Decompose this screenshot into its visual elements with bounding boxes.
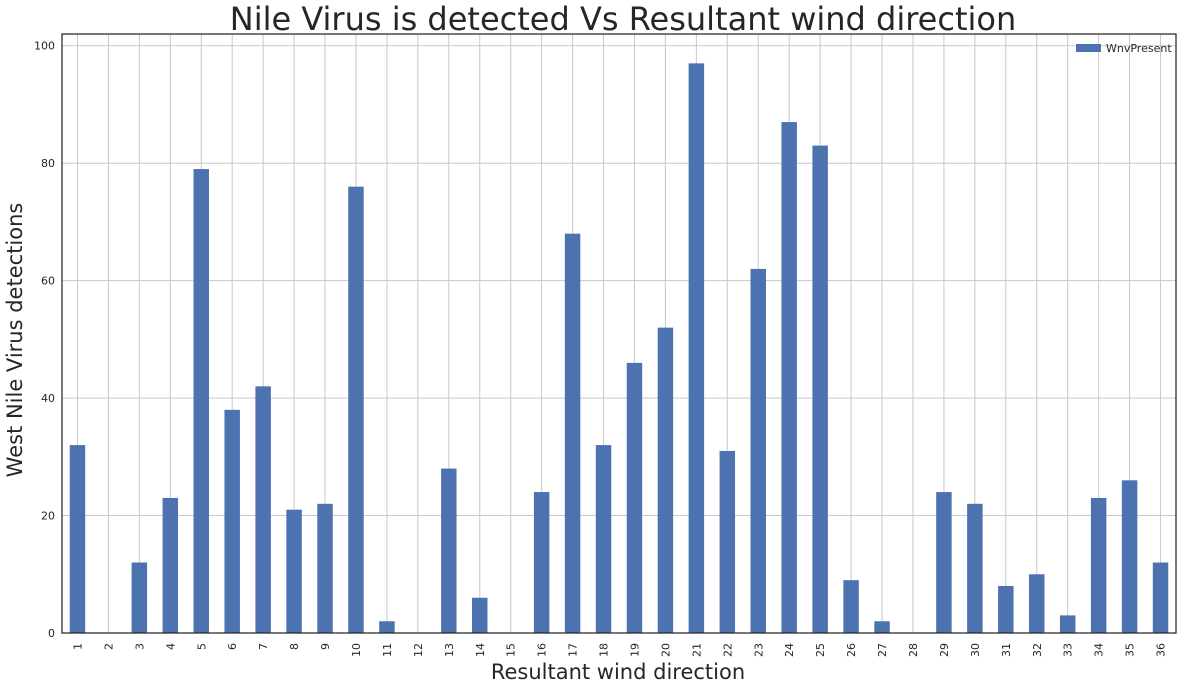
bar xyxy=(967,503,983,633)
chart-title: Nile Virus is detected Vs Resultant wind… xyxy=(230,0,1017,38)
x-tick-label: 8 xyxy=(288,643,301,650)
y-tick-label: 100 xyxy=(34,40,55,53)
bar xyxy=(441,468,457,633)
bar xyxy=(1029,574,1045,633)
x-tick-label: 14 xyxy=(474,643,487,657)
bar xyxy=(193,169,209,633)
x-tick-label: 25 xyxy=(814,643,827,657)
y-tick-label: 80 xyxy=(41,157,55,170)
x-tick-label: 19 xyxy=(628,643,641,657)
x-tick-label: 32 xyxy=(1031,643,1044,657)
x-tick-label: 31 xyxy=(1000,643,1013,657)
x-tick-label: 24 xyxy=(783,643,796,657)
bar xyxy=(719,450,736,633)
plot-frame xyxy=(61,33,1177,634)
x-tick-label: 21 xyxy=(690,643,703,657)
x-tick-label: 7 xyxy=(257,643,270,650)
x-tick-label: 11 xyxy=(381,643,394,657)
x-tick-label: 36 xyxy=(1155,643,1168,657)
x-tick-label: 3 xyxy=(133,643,146,650)
bar xyxy=(69,445,86,633)
y-axis-label: West Nile Virus detections xyxy=(3,203,27,478)
x-tick-label: 6 xyxy=(226,643,239,650)
bar xyxy=(286,509,302,633)
bar xyxy=(1059,615,1076,633)
bar xyxy=(1121,480,1138,633)
bar xyxy=(255,386,271,633)
x-tick-label: 26 xyxy=(845,643,858,657)
x-tick-label: 9 xyxy=(319,643,332,650)
x-tick-label: 22 xyxy=(721,643,734,657)
bar xyxy=(317,503,333,633)
bar xyxy=(224,409,240,633)
x-tick-label: 13 xyxy=(443,643,456,657)
x-tick-label: 27 xyxy=(876,643,889,657)
x-tick-label: 4 xyxy=(164,643,177,650)
x-axis-ticks: 1 2 3 4 5 6 7 8 9 10 11 12 13 14 15 16 17 18 19 20 21 22 23 24 2… xyxy=(71,643,1167,657)
y-axis-ticks: 0 20 40 60 80 100 xyxy=(34,40,55,640)
bars xyxy=(69,63,1169,634)
x-tick-label: 35 xyxy=(1124,643,1137,657)
legend-label: WnvPresent xyxy=(1106,42,1172,55)
x-tick-label: 5 xyxy=(195,643,208,650)
bar xyxy=(657,327,674,633)
x-tick-label: 1 xyxy=(71,643,84,650)
bar xyxy=(1152,562,1169,633)
bar xyxy=(379,621,395,633)
x-tick-label: 12 xyxy=(412,643,425,657)
bar xyxy=(874,621,890,633)
x-tick-label: 28 xyxy=(907,643,920,657)
bar xyxy=(131,562,148,633)
x-tick-label: 20 xyxy=(659,643,672,657)
x-tick-label: 10 xyxy=(350,643,363,657)
bar xyxy=(812,145,828,633)
x-tick-label: 18 xyxy=(598,643,611,657)
x-tick-label: 29 xyxy=(938,643,951,657)
y-tick-label: 0 xyxy=(48,627,55,640)
bar xyxy=(843,580,859,633)
bar xyxy=(688,63,705,634)
x-axis-label: Resultant wind direction xyxy=(491,660,745,684)
y-tick-label: 20 xyxy=(41,510,55,523)
bar xyxy=(533,492,550,633)
y-tick-label: 60 xyxy=(41,275,55,288)
x-tick-label: 2 xyxy=(102,643,115,650)
bar xyxy=(564,233,581,633)
bar xyxy=(998,586,1014,633)
bar xyxy=(626,362,643,633)
legend-swatch xyxy=(1076,44,1101,52)
bar xyxy=(472,597,488,633)
x-tick-label: 34 xyxy=(1093,643,1106,657)
x-tick-label: 33 xyxy=(1062,643,1075,657)
bar xyxy=(1090,497,1107,633)
x-tick-label: 16 xyxy=(536,643,549,657)
y-tick-label: 40 xyxy=(41,392,55,405)
x-tick-label: 17 xyxy=(567,643,580,657)
bar xyxy=(936,492,952,633)
legend: WnvPresent xyxy=(1076,42,1172,55)
x-tick-label: 23 xyxy=(752,643,765,657)
bar xyxy=(595,445,612,633)
x-tick-label: 15 xyxy=(505,643,518,657)
bar xyxy=(781,122,797,634)
bar xyxy=(750,268,766,633)
bar xyxy=(348,186,364,633)
x-tick-label: 30 xyxy=(969,643,982,657)
bar xyxy=(162,497,179,633)
